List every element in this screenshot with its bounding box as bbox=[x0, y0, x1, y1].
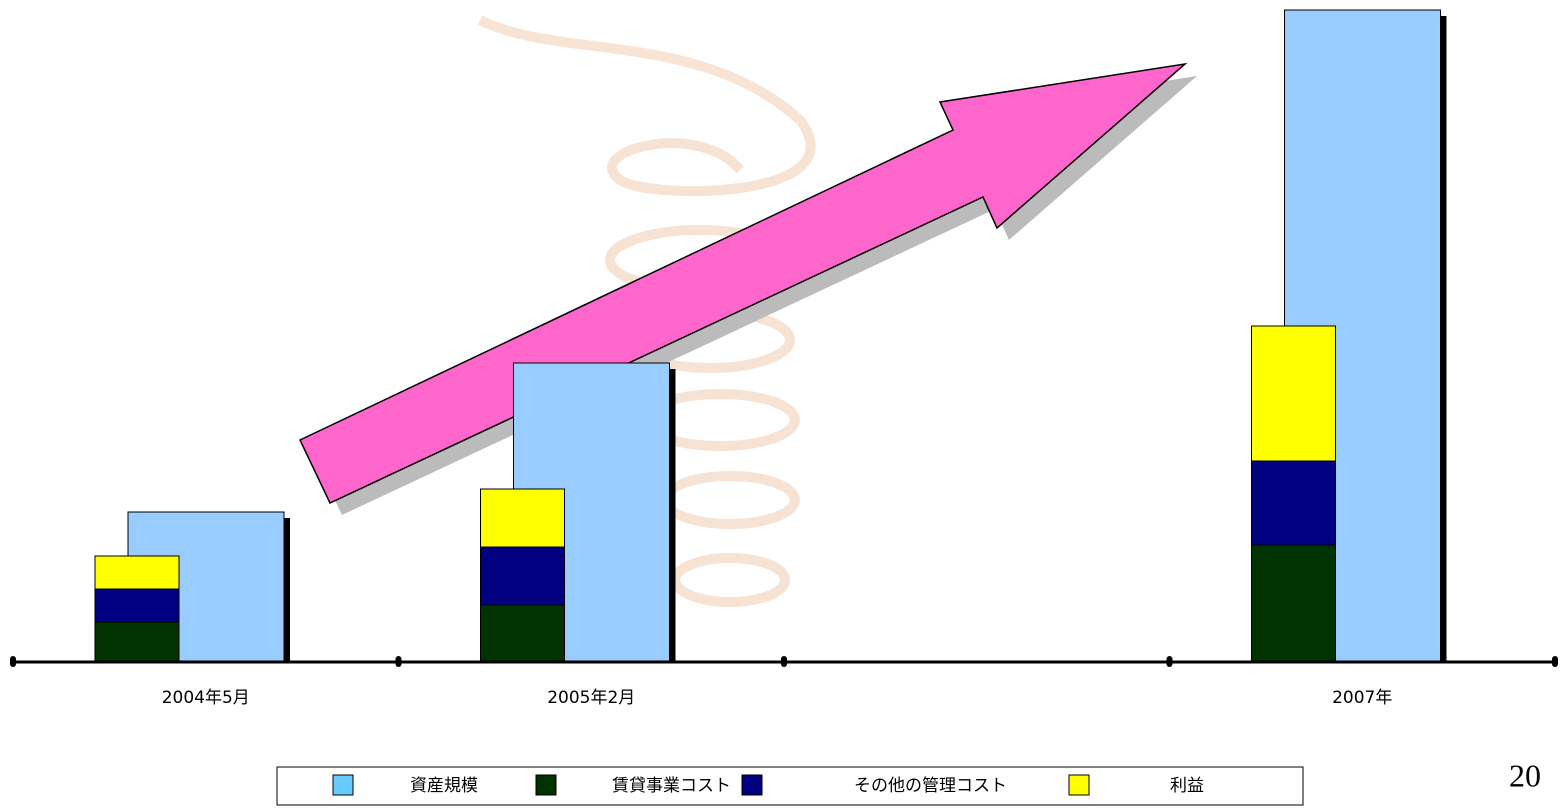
bar-segment bbox=[94, 621, 180, 663]
bar-segment bbox=[1251, 460, 1336, 546]
bar-segment bbox=[1251, 544, 1336, 663]
legend-swatch bbox=[332, 774, 354, 796]
bar-segment bbox=[480, 488, 565, 548]
trend-arrow bbox=[299, 62, 1188, 504]
bar-segment bbox=[480, 546, 565, 606]
bar-segment bbox=[480, 604, 565, 663]
legend-label: その他の管理コスト bbox=[854, 776, 1007, 796]
axis-tick bbox=[10, 656, 16, 667]
legend-swatch bbox=[535, 774, 557, 796]
axis-tick bbox=[395, 656, 402, 667]
x-tick-label: 2004年5月 bbox=[162, 688, 250, 708]
bar-segment bbox=[1251, 325, 1336, 462]
x-tick-label: 2005年2月 bbox=[547, 688, 635, 708]
axis-tick bbox=[1552, 656, 1558, 667]
slide-number: 20 bbox=[1509, 757, 1541, 793]
axis-tick bbox=[781, 656, 787, 667]
legend-swatch bbox=[1068, 774, 1090, 796]
legend-label: 賃貸事業コスト bbox=[612, 776, 731, 796]
legend-swatch bbox=[741, 774, 763, 796]
bar-segment bbox=[94, 555, 180, 590]
legend-label: 利益 bbox=[1170, 776, 1204, 796]
axis-tick bbox=[1166, 656, 1173, 667]
x-tick-label: 2007年 bbox=[1332, 688, 1392, 708]
legend bbox=[276, 766, 1304, 806]
legend-label: 資産規模 bbox=[410, 776, 478, 796]
bar-segment bbox=[94, 588, 180, 623]
